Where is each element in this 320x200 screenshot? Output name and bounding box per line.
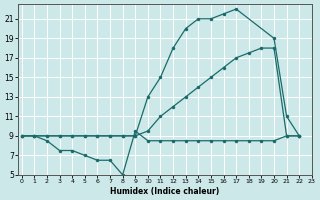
X-axis label: Humidex (Indice chaleur): Humidex (Indice chaleur): [110, 187, 220, 196]
